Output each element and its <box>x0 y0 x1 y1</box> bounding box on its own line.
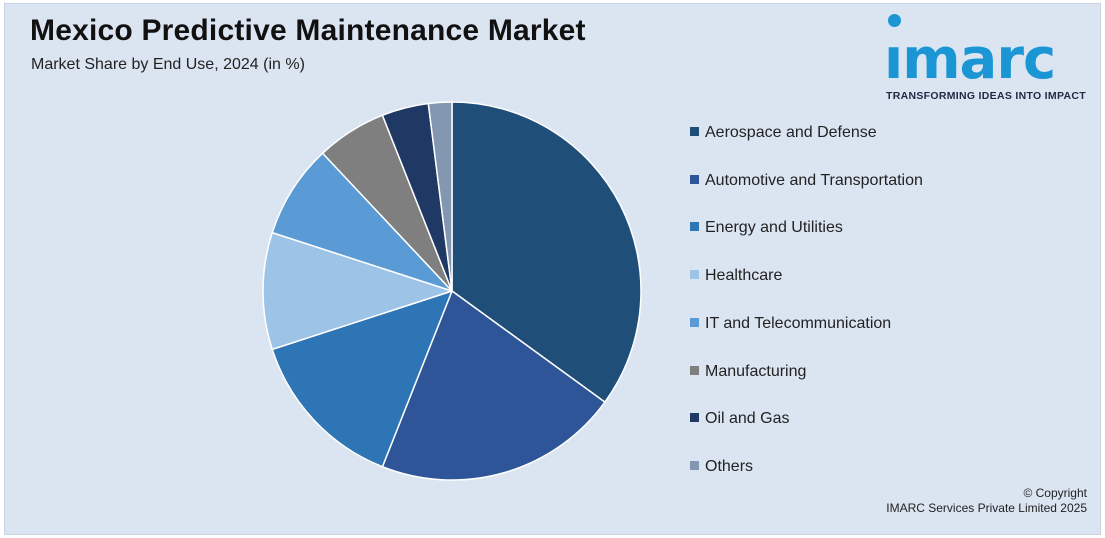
legend-item: Others <box>690 458 753 480</box>
logo-dot-icon <box>888 14 901 27</box>
logo-wordmark: ımarc <box>884 27 1056 92</box>
legend-swatch <box>690 365 699 375</box>
chart-title: Mexico Predictive Maintenance Market <box>30 14 586 47</box>
copyright-line-1: © Copyright <box>1023 486 1087 500</box>
legend-swatch <box>690 174 699 184</box>
legend-swatch <box>690 413 699 423</box>
legend-item: Automotive and Transportation <box>690 172 923 194</box>
legend-label: IT and Telecommunication <box>705 314 892 332</box>
legend-swatch <box>690 317 699 327</box>
legend-label: Healthcare <box>705 267 783 285</box>
pie-slice-it-and-telecommunication <box>271 152 453 292</box>
legend-swatch <box>690 270 699 280</box>
legend-item: Energy and Utilities <box>690 219 843 241</box>
legend-swatch <box>690 222 699 232</box>
logo-tagline: TRANSFORMING IDEAS INTO IMPACT <box>886 90 1086 102</box>
pie-slice-healthcare <box>262 231 453 351</box>
imarc-logo: ımarc TRANSFORMING IDEAS INTO IMPACT <box>880 12 1095 104</box>
legend-item: IT and Telecommunication <box>690 315 891 337</box>
legend-item: Manufacturing <box>690 363 806 385</box>
legend-label: Energy and Utilities <box>705 219 843 237</box>
legend-swatch <box>690 460 699 470</box>
pie-slice-aerospace-and-defense <box>451 101 642 403</box>
legend-label: Others <box>705 457 754 475</box>
legend-label: Aerospace and Defense <box>705 124 877 141</box>
legend-item: Aerospace and Defense <box>690 124 877 146</box>
copyright-notice: © Copyright IMARC Services Private Limit… <box>886 486 1087 516</box>
chart-subtitle: Market Share by End Use, 2024 (in %) <box>31 56 305 73</box>
legend-label: Automotive and Transportation <box>705 171 923 189</box>
legend-item: Healthcare <box>690 267 782 289</box>
legend-label: Oil and Gas <box>705 410 790 428</box>
pie-slice-others <box>427 101 453 292</box>
legend-swatch <box>690 127 699 136</box>
pie-slice-automotive-and-transportation <box>381 290 606 481</box>
legend-label: Manufacturing <box>705 362 807 380</box>
legend-item: Oil and Gas <box>690 410 789 432</box>
copyright-line-2: IMARC Services Private Limited 2025 <box>886 501 1087 515</box>
